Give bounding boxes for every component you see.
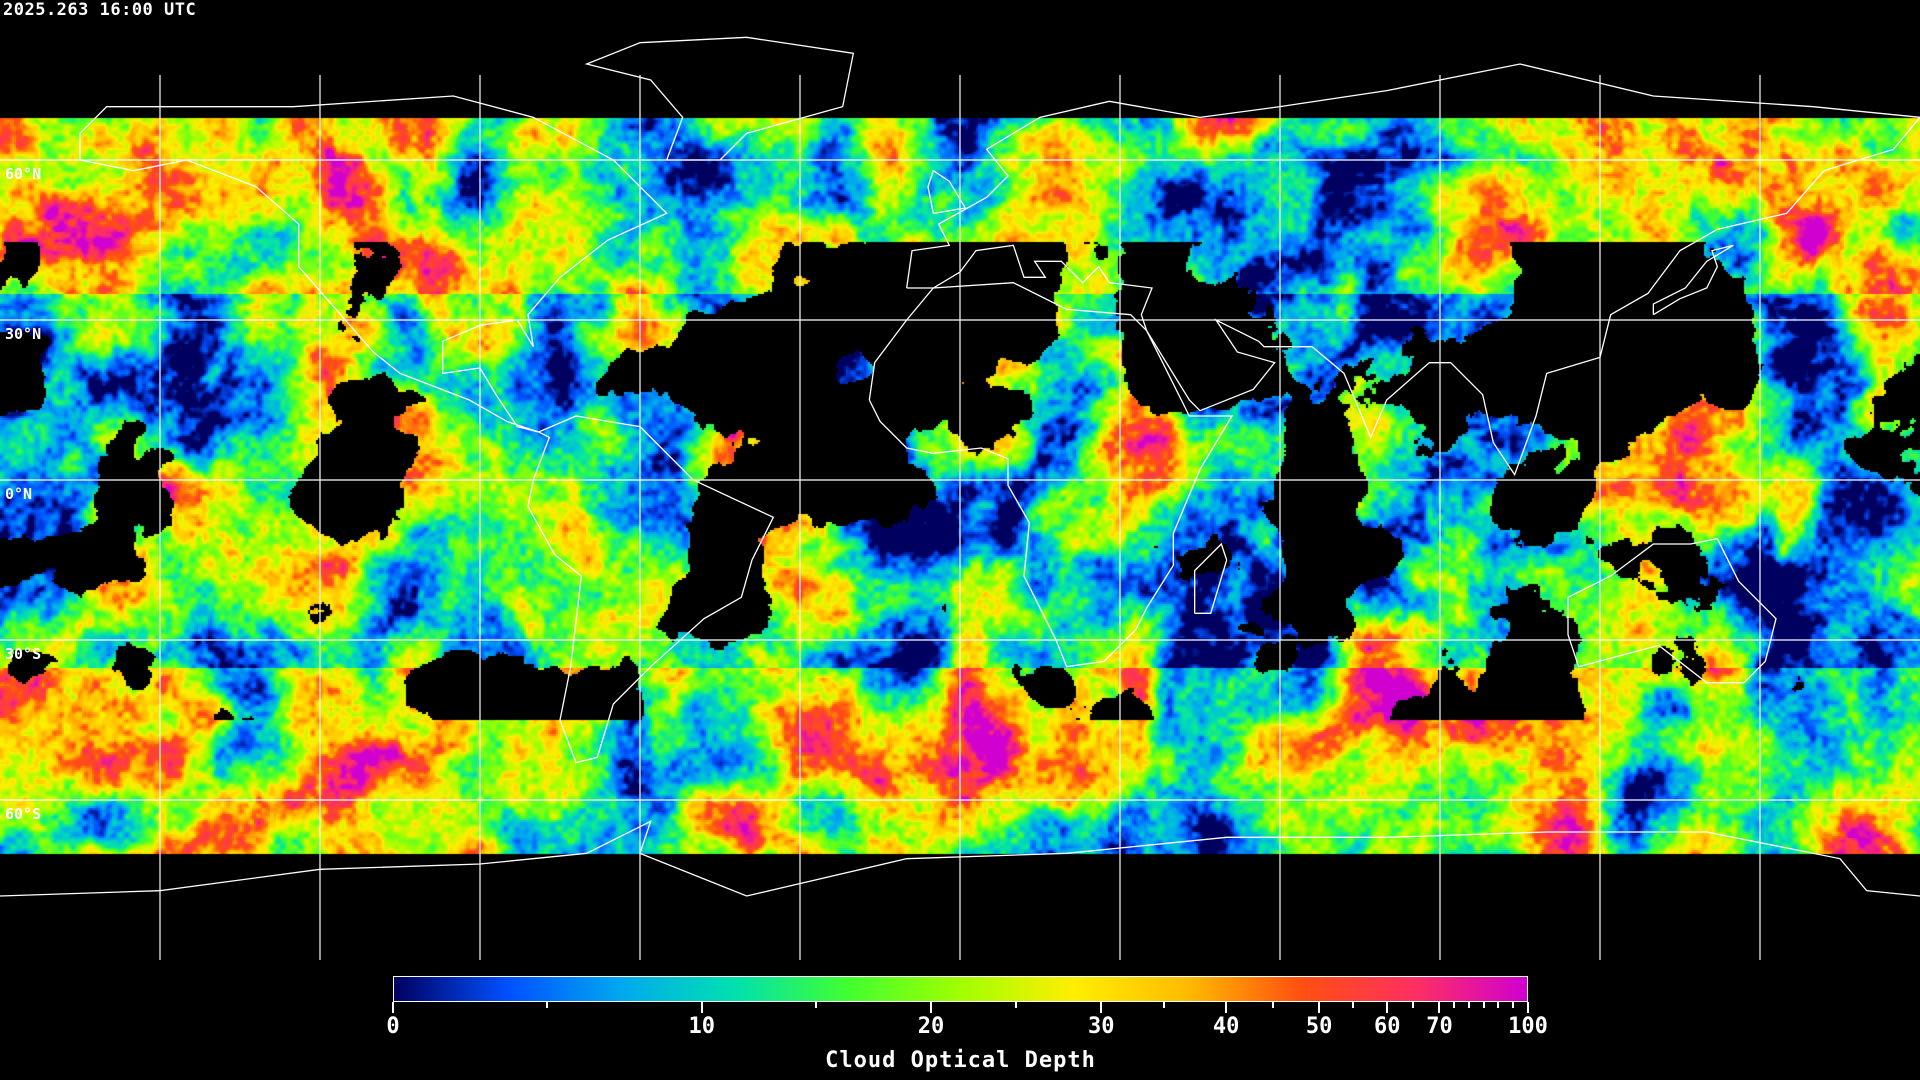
lat-label-60n: 60°N [5, 165, 42, 183]
colorbar-minor-tick [1497, 1002, 1500, 1008]
colorbar-tick-label: 10 [688, 1014, 715, 1039]
colorbar-tick-label: 50 [1305, 1014, 1333, 1039]
colorbar-major-tick [929, 1002, 932, 1013]
lat-label-30s: 30°S [5, 645, 42, 663]
coastline-north-america [79, 95, 668, 433]
coastline-greenland [584, 36, 855, 161]
colorbar-major-tick [1318, 1002, 1321, 1013]
colorbar-minor-tick [1482, 1002, 1485, 1008]
coastline-australia [1567, 537, 1777, 684]
colorbar-tick-label: 40 [1212, 1014, 1240, 1039]
colorbar-tick-label: 60 [1374, 1014, 1401, 1039]
colorbar-minor-tick [1271, 1002, 1274, 1008]
lat-label-0n: 0°N [5, 485, 33, 503]
colorbar-minor-tick [1162, 1002, 1165, 1008]
timestamp: 2025.263 16:00 UTC [3, 0, 197, 20]
colorbar-tick-label: 0 [386, 1014, 400, 1039]
coastline-japan [1652, 244, 1734, 316]
map-overlay [0, 36, 1920, 960]
coastline-madagascar [1194, 542, 1228, 614]
colorbar-minor-tick [546, 1002, 549, 1008]
coastline-uk [927, 169, 967, 214]
colorbar-title: Cloud Optical Depth [825, 1048, 1096, 1073]
coastline-south-america [527, 415, 775, 764]
colorbar-major-tick [700, 1002, 703, 1013]
lat-label-30n: 30°N [5, 325, 42, 343]
colorbar-tick-label: 30 [1087, 1014, 1115, 1039]
colorbar-minor-tick [1512, 1002, 1515, 1008]
colorbar-major-tick [1100, 1002, 1103, 1013]
colorbar-major-tick [392, 1002, 394, 1013]
colorbar-tick-label: 100 [1508, 1014, 1548, 1039]
colorbar [393, 976, 1528, 1002]
colorbar-major-tick [1225, 1002, 1228, 1013]
coastline-africa [868, 282, 1234, 668]
colorbar-tick-label: 70 [1426, 1014, 1453, 1039]
colorbar-major-tick [1527, 1002, 1529, 1013]
colorbar-minor-tick [1467, 1002, 1470, 1008]
colorbar-major-tick [1438, 1002, 1441, 1013]
colorbar-major-tick [1386, 1002, 1389, 1013]
cloud-optical-depth-map [0, 0, 1920, 960]
colorbar-minor-tick [1015, 1002, 1018, 1008]
colorbar-minor-tick [1412, 1002, 1415, 1008]
colorbar-minor-tick [815, 1002, 818, 1008]
colorbar-minor-tick [1352, 1002, 1355, 1008]
colorbar-tick-label: 20 [917, 1014, 945, 1039]
coastline-eurasia [906, 63, 1920, 477]
colorbar-minor-tick [1453, 1002, 1456, 1008]
coastline-antarctica [0, 820, 1920, 897]
lat-label-60s: 60°S [5, 805, 42, 823]
